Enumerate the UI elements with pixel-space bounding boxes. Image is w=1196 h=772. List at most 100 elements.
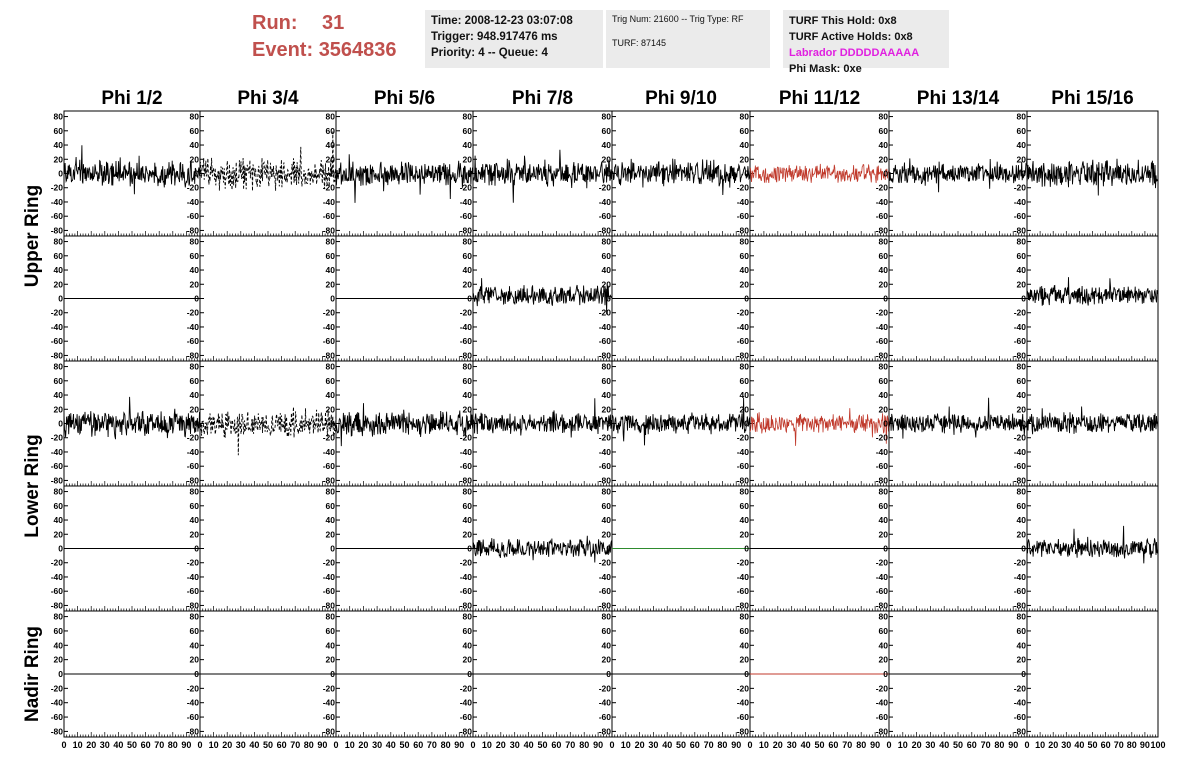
y-tick-label-r5-c5-5: 20 (602, 655, 612, 665)
y-tick-label-r1-c8-0: -80 (1014, 225, 1027, 235)
y-tick-label-r5-c1-1: -60 (51, 712, 64, 722)
y-tick-label-r2-c3-4: 0 (330, 294, 335, 304)
x-tick-label-c6-8: 80 (856, 740, 866, 750)
y-tick-label-r3-c5-4: 0 (606, 419, 611, 429)
y-tick-label-r3-c3-4: 0 (330, 419, 335, 429)
y-tick-label-r3-c7-7: 60 (879, 376, 889, 386)
y-tick-label-r1-c4-6: 40 (463, 140, 473, 150)
x-tick-label-c5-7: 70 (704, 740, 714, 750)
y-tick-label-r3-c3-0: -80 (323, 475, 336, 485)
y-tick-label-r1-c8-5: 20 (1017, 154, 1027, 164)
x-tick-label-c8-0: 0 (1024, 740, 1029, 750)
y-tick-label-r4-c7-8: 80 (879, 487, 889, 497)
y-tick-label-r5-c3-6: 40 (326, 640, 336, 650)
event-label: Event: (252, 39, 314, 61)
y-tick-label-r4-c7-3: -20 (876, 558, 889, 568)
y-tick-label-r5-c1-3: -20 (51, 683, 64, 693)
y-tick-label-r4-c1-6: 40 (54, 515, 64, 525)
y-tick-label-r3-c6-3: -20 (737, 433, 750, 443)
y-tick-label-r5-c4-7: 60 (463, 626, 473, 636)
y-tick-label-r2-c4-0: -80 (460, 350, 473, 360)
x-tick-label-c6-7: 70 (842, 740, 852, 750)
y-tick-label-r3-c1-3: -20 (51, 433, 64, 443)
y-tick-label-r2-c5-1: -60 (599, 336, 612, 346)
trace-r3-c8 (1026, 406, 1159, 435)
run-event-box: Run: 31 Event: 3564836 (252, 10, 397, 64)
y-tick-label-r3-c5-8: 80 (602, 362, 612, 372)
y-tick-label-r2-c2-0: -80 (187, 350, 200, 360)
y-tick-label-r1-c5-2: -40 (599, 197, 612, 207)
y-tick-label-r2-c7-5: 20 (879, 279, 889, 289)
y-tick-label-r5-c1-5: 20 (54, 655, 64, 665)
y-tick-label-r3-c5-2: -40 (599, 447, 612, 457)
y-tick-label-r2-c2-1: -60 (187, 336, 200, 346)
y-tick-label-r1-c6-8: 80 (740, 112, 750, 122)
y-tick-label-r1-c2-0: -80 (187, 225, 200, 235)
trace-r3-c5 (611, 397, 751, 446)
y-tick-label-r3-c8-3: -20 (1014, 433, 1027, 443)
x-tick-label-c2-7: 70 (290, 740, 300, 750)
y-tick-label-r1-c2-3: -20 (187, 183, 200, 193)
y-tick-label-r1-c3-3: -20 (323, 183, 336, 193)
y-tick-label-r3-c2-7: 60 (190, 376, 200, 386)
y-tick-label-r1-c3-8: 80 (326, 112, 336, 122)
y-tick-label-r2-c7-3: -20 (876, 308, 889, 318)
y-tick-label-r2-c4-7: 60 (463, 251, 473, 261)
y-tick-label-r1-c5-6: 40 (602, 140, 612, 150)
x-tick-label-c8-4: 40 (1074, 740, 1084, 750)
y-tick-label-r1-c3-1: -60 (323, 211, 336, 221)
y-tick-label-r1-c5-4: 0 (606, 169, 611, 179)
y-tick-label-r4-c3-6: 40 (326, 515, 336, 525)
y-tick-label-r2-c6-7: 60 (740, 251, 750, 261)
priority-text: Priority: 4 -- Queue: 4 (431, 47, 548, 59)
y-tick-label-r5-c5-7: 60 (602, 626, 612, 636)
y-tick-label-r3-c8-1: -60 (1014, 461, 1027, 471)
y-tick-label-r4-c3-5: 20 (326, 529, 336, 539)
x-tick-label-c7-3: 30 (925, 740, 935, 750)
x-tick-label-c2-3: 30 (236, 740, 246, 750)
y-tick-label-r4-c3-7: 60 (326, 501, 336, 511)
y-tick-label-r5-c8-4: 0 (1021, 669, 1026, 679)
y-tick-label-r4-c2-2: -40 (187, 572, 200, 582)
y-tick-label-r5-c3-4: 0 (330, 669, 335, 679)
y-tick-label-r1-c8-4: 0 (1021, 169, 1026, 179)
y-tick-label-r1-c7-8: 80 (879, 112, 889, 122)
y-tick-label-r1-c7-2: -40 (876, 197, 889, 207)
trace-r1-c6 (749, 163, 890, 184)
x-tick-label-c4-1: 10 (482, 740, 492, 750)
trace-r1-c1 (63, 145, 201, 195)
y-tick-label-r4-c3-3: -20 (323, 558, 336, 568)
y-tick-label-r4-c7-1: -60 (876, 586, 889, 596)
x-tick-label-c6-1: 10 (759, 740, 769, 750)
y-tick-label-r1-c1-8: 80 (54, 112, 64, 122)
x-tick-label-c4-5: 50 (537, 740, 547, 750)
turf-text: TURF: 87145 (612, 38, 667, 48)
y-tick-label-r1-c1-0: -80 (51, 225, 64, 235)
y-tick-label-r4-c3-1: -60 (323, 586, 336, 596)
y-tick-label-r1-c1-3: -20 (51, 183, 64, 193)
y-tick-label-r2-c3-3: -20 (323, 308, 336, 318)
y-tick-label-r3-c2-3: -20 (187, 433, 200, 443)
y-tick-label-r3-c8-2: -40 (1014, 447, 1027, 457)
y-tick-label-r1-c6-4: 0 (744, 169, 749, 179)
y-tick-label-r3-c8-0: -80 (1014, 475, 1027, 485)
y-tick-label-r3-c7-5: 20 (879, 404, 889, 414)
y-tick-label-r3-c1-1: -60 (51, 461, 64, 471)
y-tick-label-r1-c2-2: -40 (187, 197, 200, 207)
x-tick-label-c3-9: 90 (454, 740, 464, 750)
y-tick-label-r3-c1-2: -40 (51, 447, 64, 457)
y-tick-label-r5-c7-0: -80 (876, 726, 889, 736)
y-tick-label-r4-c8-2: -40 (1014, 572, 1027, 582)
y-tick-label-r2-c8-2: -40 (1014, 322, 1027, 332)
y-tick-label-r4-c6-7: 60 (740, 501, 750, 511)
y-tick-label-r5-c6-4: 0 (744, 669, 749, 679)
y-tick-label-r2-c8-4: 0 (1021, 294, 1026, 304)
y-tick-label-r1-c7-7: 60 (879, 126, 889, 136)
y-tick-label-r4-c4-0: -80 (460, 600, 473, 610)
y-tick-label-r5-c6-1: -60 (737, 712, 750, 722)
turf-info-panel: TURF This Hold: 0x8 TURF Active Holds: 0… (783, 10, 949, 75)
y-tick-label-r5-c6-6: 40 (740, 640, 750, 650)
y-tick-label-r1-c6-1: -60 (737, 211, 750, 221)
y-tick-label-r2-c5-7: 60 (602, 251, 612, 261)
y-tick-label-r4-c1-8: 80 (54, 487, 64, 497)
